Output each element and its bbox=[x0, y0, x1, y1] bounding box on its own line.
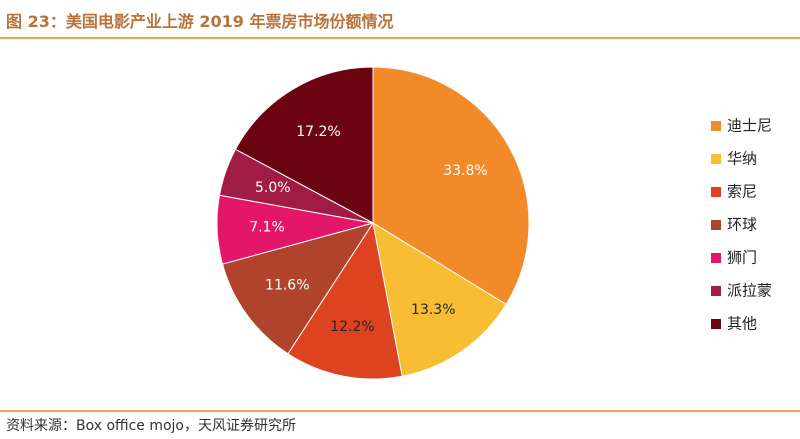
pie-slice bbox=[372, 66, 530, 306]
pie-slice bbox=[287, 221, 403, 380]
legend-swatch bbox=[711, 220, 721, 230]
legend-label: 狮门 bbox=[727, 249, 757, 267]
pie-data-label: 5.0% bbox=[255, 180, 291, 196]
pie-slice bbox=[372, 221, 507, 377]
source-note: 资料来源：Box office mojo，天风证券研究所 bbox=[6, 418, 296, 434]
legend-swatch bbox=[711, 286, 721, 296]
legend-label: 迪士尼 bbox=[727, 117, 772, 135]
pie-data-label: 12.2% bbox=[330, 319, 374, 335]
figure-title: 图 23：美国电影产业上游 2019 年票房市场份额情况 bbox=[6, 12, 394, 31]
pie-data-label: 11.6% bbox=[265, 278, 309, 294]
legend-label: 华纳 bbox=[727, 150, 757, 168]
pie-slice bbox=[221, 222, 375, 355]
bottom-rule bbox=[0, 410, 800, 412]
legend-swatch bbox=[711, 319, 721, 329]
pie-data-labels: 33.8% 13.3% 12.2% 11.6% 7.1% 5.0% 17.2% bbox=[249, 124, 488, 335]
top-rule bbox=[0, 37, 800, 39]
legend-label: 派拉蒙 bbox=[727, 282, 772, 300]
legend-swatch bbox=[711, 154, 721, 164]
legend-label: 其他 bbox=[727, 315, 757, 333]
legend-label: 环球 bbox=[727, 216, 757, 234]
legend-swatch bbox=[711, 121, 721, 131]
legend-label: 索尼 bbox=[727, 183, 757, 201]
pie-data-label: 7.1% bbox=[249, 220, 285, 236]
pie-slices bbox=[216, 66, 530, 380]
legend-swatch bbox=[711, 253, 721, 263]
pie-slice bbox=[234, 66, 374, 224]
legend-swatch bbox=[711, 187, 721, 197]
pie-data-label: 17.2% bbox=[296, 124, 340, 140]
pie-data-label: 13.3% bbox=[411, 302, 455, 318]
pie-data-label: 33.8% bbox=[443, 163, 487, 179]
